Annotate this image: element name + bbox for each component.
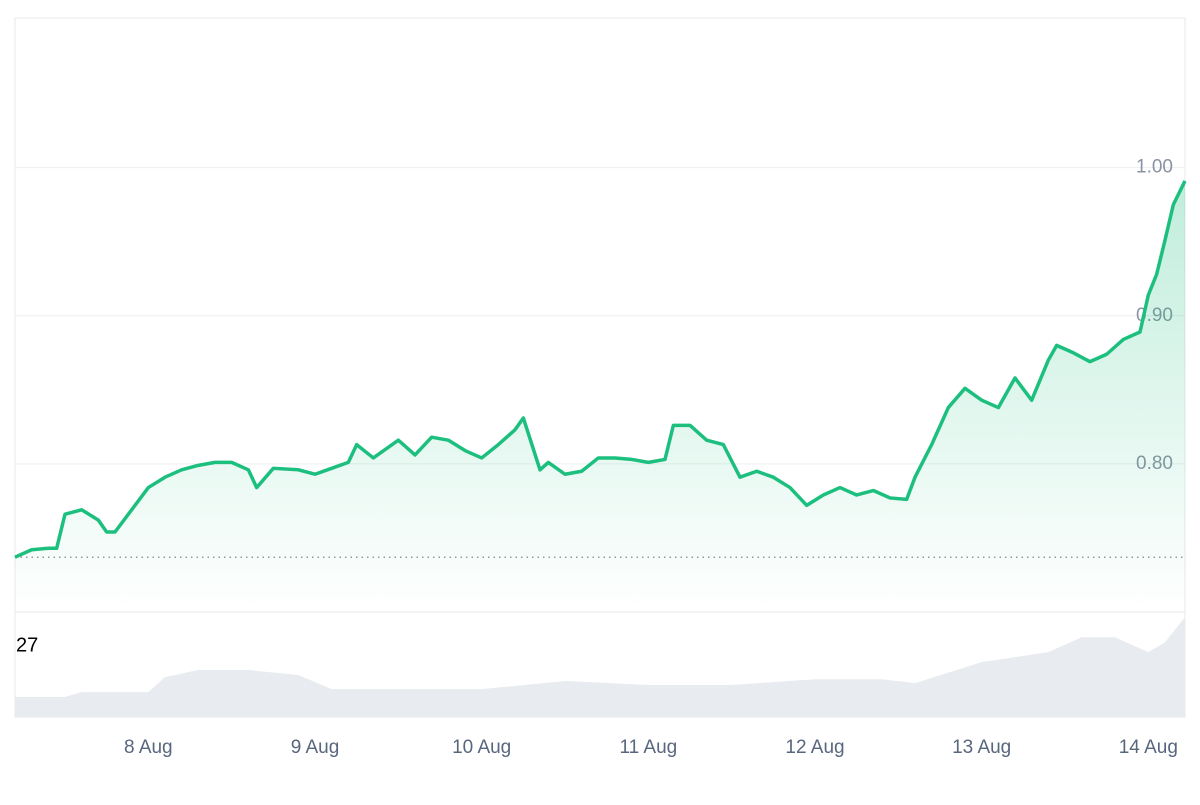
price-line (14, 180, 1187, 559)
x-tick-label: 11 Aug (619, 737, 677, 758)
x-tick-label: 10 Aug (452, 737, 511, 758)
x-tick-label: 13 Aug (952, 737, 1011, 758)
x-tick-label: 12 Aug (785, 737, 844, 758)
volume-area (15, 617, 1185, 717)
price-area (15, 180, 1185, 613)
x-tick-label: 8 Aug (124, 737, 173, 758)
x-tick-label: 9 Aug (291, 737, 340, 758)
volume-tick-label: 27 (16, 634, 38, 656)
y-tick-label: 1.00 (1136, 157, 1173, 178)
x-tick-label: 14 Aug (1119, 737, 1178, 758)
